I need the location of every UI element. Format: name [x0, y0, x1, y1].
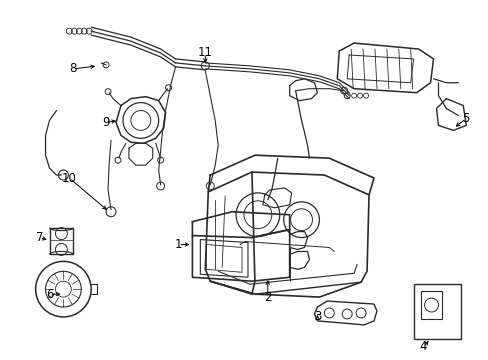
Text: 2: 2 — [264, 291, 271, 303]
Text: 11: 11 — [198, 46, 212, 59]
Text: 7: 7 — [36, 231, 43, 244]
Text: 9: 9 — [102, 116, 110, 129]
Bar — [420, 291, 442, 319]
Text: 4: 4 — [419, 340, 427, 353]
Bar — [413, 284, 460, 339]
Text: 1: 1 — [174, 238, 182, 251]
Text: 5: 5 — [462, 112, 469, 125]
Text: 10: 10 — [62, 171, 77, 185]
Text: 6: 6 — [46, 288, 53, 301]
Text: 8: 8 — [69, 62, 77, 75]
Text: 3: 3 — [313, 310, 321, 323]
